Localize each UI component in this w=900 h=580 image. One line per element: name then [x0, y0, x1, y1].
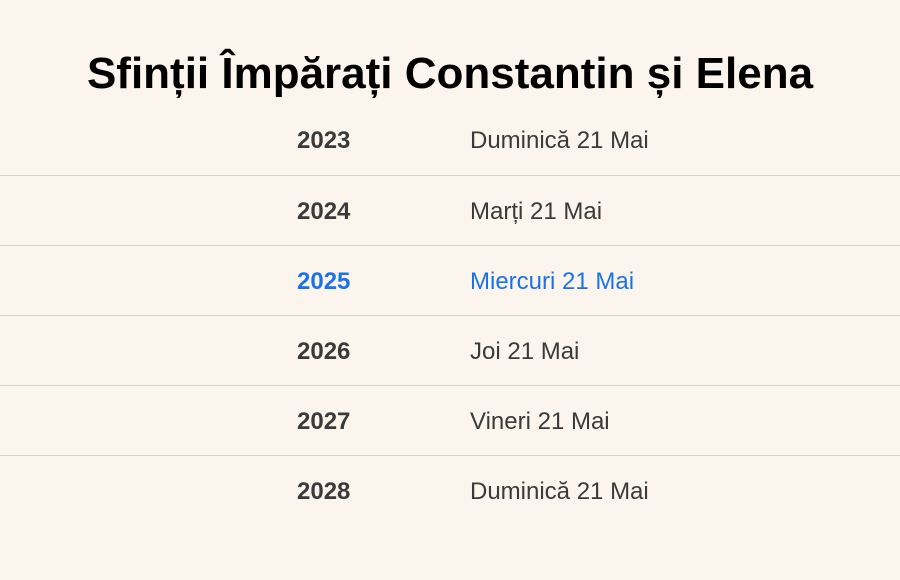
- row-year: 2023: [297, 127, 351, 154]
- date-row-2027: 2027 Vineri 21 Mai: [0, 385, 900, 455]
- date-list: 2023 Duminică 21 Mai 2024 Marți 21 Mai 2…: [0, 105, 900, 525]
- row-year: 2025: [297, 268, 351, 295]
- page-title: Sfinții Împărați Constantin și Elena: [86, 49, 814, 98]
- date-row-2025-current: 2025 Miercuri 21 Mai: [0, 245, 900, 315]
- date-row-2024: 2024 Marți 21 Mai: [0, 175, 900, 245]
- row-date: Duminică 21 Mai: [470, 478, 649, 505]
- row-year: 2026: [297, 338, 351, 365]
- date-row-2026: 2026 Joi 21 Mai: [0, 315, 900, 385]
- row-date: Joi 21 Mai: [470, 338, 580, 365]
- date-row-2023: 2023 Duminică 21 Mai: [0, 105, 900, 175]
- row-year: 2028: [297, 478, 351, 505]
- row-date: Marți 21 Mai: [470, 198, 603, 225]
- row-date: Vineri 21 Mai: [470, 408, 610, 435]
- row-year: 2024: [297, 198, 351, 225]
- row-date: Miercuri 21 Mai: [470, 268, 635, 295]
- row-year: 2027: [297, 408, 351, 435]
- row-date: Duminică 21 Mai: [470, 127, 649, 154]
- date-row-2028: 2028 Duminică 21 Mai: [0, 455, 900, 525]
